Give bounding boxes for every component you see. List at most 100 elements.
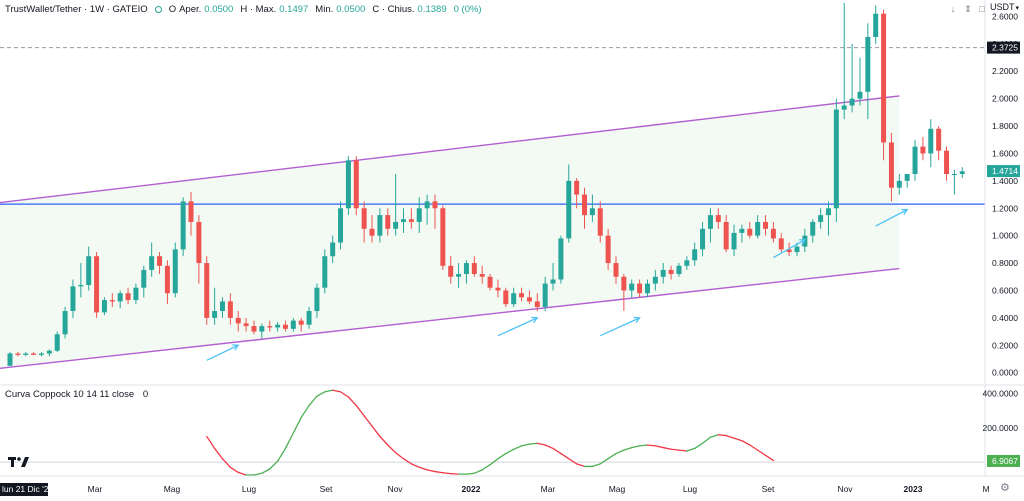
maximize-icon[interactable]: □ xyxy=(979,4,985,14)
coppock-segment xyxy=(339,391,350,398)
chevron-up-down-icon[interactable]: ⇕ xyxy=(964,4,972,14)
coppock-segment xyxy=(371,425,381,438)
candle-body xyxy=(558,238,564,280)
channel-lower-line xyxy=(0,267,900,369)
candle-body xyxy=(936,128,942,151)
time-tick-label: Mag xyxy=(164,484,181,494)
candle-body xyxy=(495,287,501,291)
coppock-segment xyxy=(442,472,452,475)
arrow-down-icon[interactable]: ↓ xyxy=(950,4,956,14)
coppock-segment xyxy=(221,458,232,468)
candle-body xyxy=(401,219,406,222)
last-price-box xyxy=(987,165,1020,178)
coppock-segment xyxy=(591,463,601,468)
candle-body xyxy=(912,146,918,175)
candle-body xyxy=(944,150,950,175)
candle-body xyxy=(345,160,351,209)
candle-body xyxy=(605,235,611,264)
time-tick-label: 2023 xyxy=(904,484,923,494)
status-dot-icon xyxy=(154,5,162,13)
candle-body xyxy=(881,13,887,143)
last-price-label: 1.4714 xyxy=(992,166,1018,176)
close-value: 0.1389 xyxy=(417,3,447,15)
candle-body xyxy=(243,323,249,327)
legend-header: TrustWallet/Tether · 1W · GATEIO O Aper.… xyxy=(5,2,486,16)
time-tick-label: Nov xyxy=(387,484,403,494)
coppock-segment xyxy=(701,436,712,444)
candle-body xyxy=(62,311,68,335)
candle-body xyxy=(802,235,808,247)
price-tick-label: 1.6000 xyxy=(992,148,1018,158)
candle-body xyxy=(613,263,619,277)
candle-body xyxy=(290,320,296,329)
coppock-segment xyxy=(552,447,562,455)
coppock-segment xyxy=(631,445,641,449)
annotation-arrows xyxy=(206,208,909,361)
candle-body xyxy=(456,274,462,277)
caret-down-icon: ▾ xyxy=(1015,5,1020,12)
coppock-segment xyxy=(473,469,483,474)
candle-body xyxy=(227,301,233,318)
coppock-segment xyxy=(418,466,428,471)
indicator-legend[interactable]: Curva Coppock 10 14 11 close 0 xyxy=(5,389,148,400)
candle-body xyxy=(54,334,60,351)
arrow-line xyxy=(599,317,640,337)
coppock-segment xyxy=(513,445,523,450)
candle-body xyxy=(637,283,643,294)
coppock-segment xyxy=(355,404,365,417)
price-tick-label: 2.6000 xyxy=(992,11,1018,21)
candle-body xyxy=(597,208,603,236)
candle-body xyxy=(951,174,957,176)
coppock-segment xyxy=(686,447,696,452)
coppock-segment xyxy=(394,452,405,460)
time-tick-label: Set xyxy=(320,484,333,494)
open-value: 0.0500 xyxy=(204,3,234,15)
candle-body xyxy=(755,221,761,236)
indicator-value: 0 xyxy=(142,389,149,400)
gear-icon[interactable]: ⚙ xyxy=(1000,482,1010,494)
arrow-head xyxy=(901,208,909,215)
time-tick-label: Mar xyxy=(88,484,103,494)
candle-body xyxy=(700,228,706,250)
candle-body xyxy=(857,91,863,99)
coppock-segment xyxy=(536,442,546,446)
channel-fill-area xyxy=(0,95,900,369)
price-tick-label: 0.0000 xyxy=(992,368,1018,378)
candle-body xyxy=(86,256,92,285)
candle-body xyxy=(723,221,729,250)
candle-body xyxy=(306,311,312,325)
candle-body xyxy=(408,219,414,222)
time-tick-label: Mar xyxy=(541,484,556,494)
low-value: 0.0500 xyxy=(336,3,366,15)
arrow-head xyxy=(232,344,240,351)
currency-selector[interactable]: USDT▾ xyxy=(990,2,1019,12)
coppock-segment xyxy=(450,472,460,475)
coppock-segment xyxy=(662,446,672,450)
coppock-segment xyxy=(725,434,735,439)
coppock-segment xyxy=(206,435,216,450)
candle-body xyxy=(314,287,320,312)
tradingview-logo-icon[interactable] xyxy=(8,455,30,469)
coppock-segment xyxy=(709,434,719,438)
price-tick-label: 2.2000 xyxy=(992,66,1018,76)
coppock-segment xyxy=(481,464,491,471)
candle-body xyxy=(896,180,902,188)
candle-body xyxy=(707,215,713,229)
coppock-segment xyxy=(599,458,609,465)
candle-body xyxy=(629,283,635,291)
close-key: C · Chius. xyxy=(372,3,415,15)
low-key: Min. xyxy=(315,3,334,15)
price-tick-label: 1.8000 xyxy=(992,121,1018,131)
crosshair-price-label: 2.3725 xyxy=(992,43,1018,53)
coppock-segment xyxy=(261,468,271,474)
coppock-segment xyxy=(253,472,263,476)
price-tick-label: 0.6000 xyxy=(992,285,1018,295)
arrow-line xyxy=(497,317,538,337)
candle-body xyxy=(763,221,769,229)
candle-body xyxy=(463,263,469,275)
symbol-title: TrustWallet/Tether · 1W · GATEIO xyxy=(5,3,148,15)
candle-body xyxy=(904,174,910,181)
